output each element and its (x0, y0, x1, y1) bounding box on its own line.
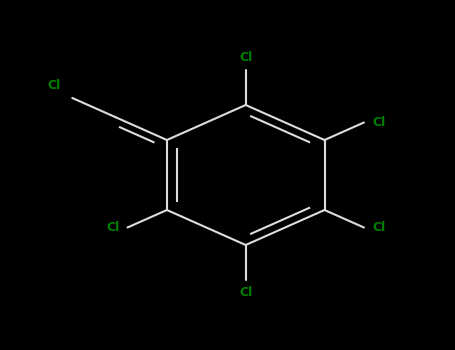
Text: Cl: Cl (106, 221, 119, 234)
Text: Cl: Cl (48, 79, 61, 92)
Text: Cl: Cl (372, 116, 385, 129)
Text: Cl: Cl (239, 51, 253, 64)
Text: Cl: Cl (239, 286, 253, 299)
Text: Cl: Cl (372, 221, 385, 234)
